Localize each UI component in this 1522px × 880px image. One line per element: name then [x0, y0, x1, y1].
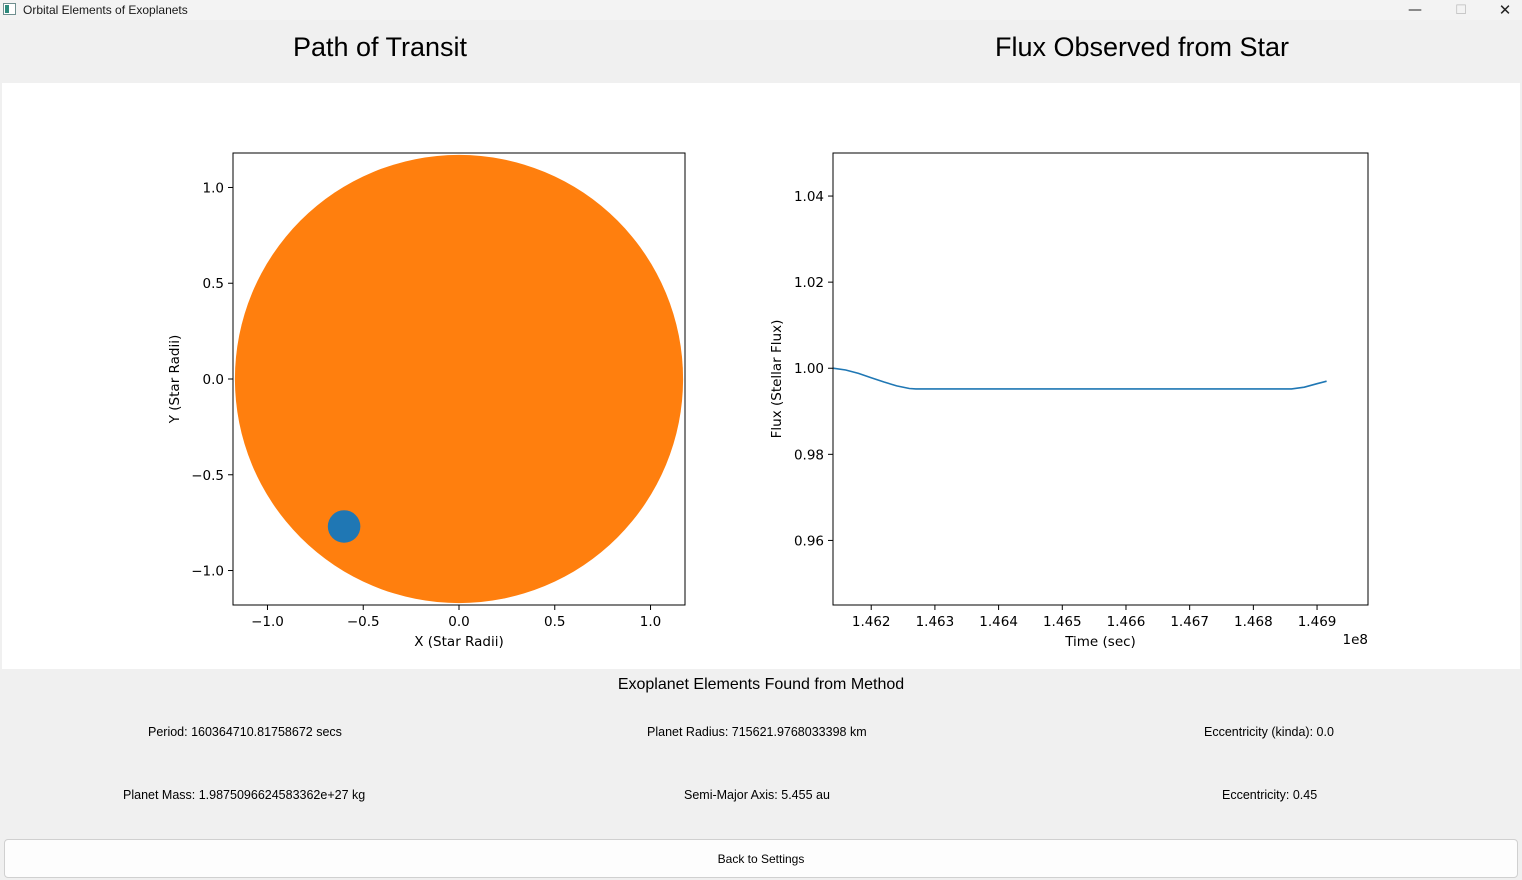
window-titlebar: Orbital Elements of Exoplanets — ☐ ✕ — [0, 0, 1522, 20]
window-title: Orbital Elements of Exoplanets — [23, 3, 188, 17]
flux-axes-frame — [832, 152, 1369, 606]
flux-xlabel: Time (sec) — [1064, 634, 1136, 650]
flux-xtick-label: 1.466 — [1107, 614, 1146, 630]
semi-major-axis-value: Semi-Major Axis: 5.455 au — [684, 788, 830, 802]
transit-xtick-label: −1.0 — [251, 614, 284, 630]
flux-ytick-label: 1.04 — [794, 189, 824, 205]
minimize-button[interactable]: — — [1408, 2, 1422, 18]
transit-xtick-label: −0.5 — [347, 614, 380, 630]
plots-svg: −1.0 −0.5 0.0 0.5 1.0 −1.0 −0.5 0.0 0.5 1.0 X (Sta… — [167, 152, 1369, 650]
transit-plot: −1.0 −0.5 0.0 0.5 1.0 −1.0 −0.5 0.0 0.5 1.0 X (Sta… — [167, 152, 686, 650]
transit-ytick-label: −1.0 — [191, 564, 224, 580]
transit-ytick-label: 1.0 — [203, 180, 224, 196]
transit-xtick-label: 0.5 — [544, 614, 565, 630]
planet-marker — [327, 510, 361, 543]
close-button[interactable]: ✕ — [1498, 1, 1512, 19]
flux-series-line — [832, 367, 1327, 390]
eccentricity-value: Eccentricity: 0.45 — [1222, 788, 1318, 802]
transit-ylabel: Y (Star Radii) — [167, 335, 183, 424]
period-value: Period: 160364710.81758672 secs — [148, 725, 342, 739]
flux-xtick-label: 1.468 — [1234, 614, 1273, 630]
maximize-button[interactable]: ☐ — [1455, 2, 1467, 18]
flux-ytick-label: 1.00 — [794, 361, 824, 377]
flux-xtick-label: 1.467 — [1170, 614, 1209, 630]
star-disk — [234, 154, 684, 604]
flux-xtick-label: 1.462 — [852, 614, 891, 630]
eccentricity-kinda-value: Eccentricity (kinda): 0.0 — [1204, 725, 1334, 739]
flux-ytick-label: 1.02 — [794, 275, 824, 291]
transit-plot-title: Path of Transit — [292, 32, 468, 62]
transit-ytick-label: 0.0 — [203, 372, 224, 388]
flux-xtick-label: 1.463 — [916, 614, 955, 630]
transit-xtick-label: 0.0 — [448, 614, 469, 630]
flux-xtick-label: 1.465 — [1043, 614, 1082, 630]
flux-plot-title: Flux Observed from Star — [994, 32, 1290, 62]
back-to-settings-button[interactable]: Back to Settings — [4, 839, 1518, 878]
flux-x-offset-label: 1e8 — [1343, 632, 1368, 648]
flux-xtick-label: 1.464 — [979, 614, 1018, 630]
flux-xtick-label: 1.469 — [1298, 614, 1337, 630]
transit-ytick-label: −0.5 — [191, 468, 224, 484]
flux-plot: 1.462 1.463 1.464 1.465 1.466 1.467 1.468 1.469… — [769, 152, 1369, 650]
app-icon — [3, 3, 16, 15]
planet-mass-value: Planet Mass: 1.9875096624583362e+27 kg — [123, 788, 366, 802]
planet-radius-value: Planet Radius: 715621.9768033398 km — [647, 725, 867, 739]
transit-ytick-label: 0.5 — [203, 276, 224, 292]
flux-ytick-label: 0.96 — [794, 533, 824, 549]
flux-ylabel: Flux (Stellar Flux) — [769, 320, 785, 439]
plot-canvas: −1.0 −0.5 0.0 0.5 1.0 −1.0 −0.5 0.0 0.5 1.0 X (Sta… — [2, 83, 1520, 669]
transit-xlabel: X (Star Radii) — [414, 634, 503, 650]
flux-ytick-label: 0.98 — [794, 447, 824, 463]
transit-xtick-label: 1.0 — [640, 614, 661, 630]
results-section-title: Exoplanet Elements Found from Method — [617, 676, 905, 693]
